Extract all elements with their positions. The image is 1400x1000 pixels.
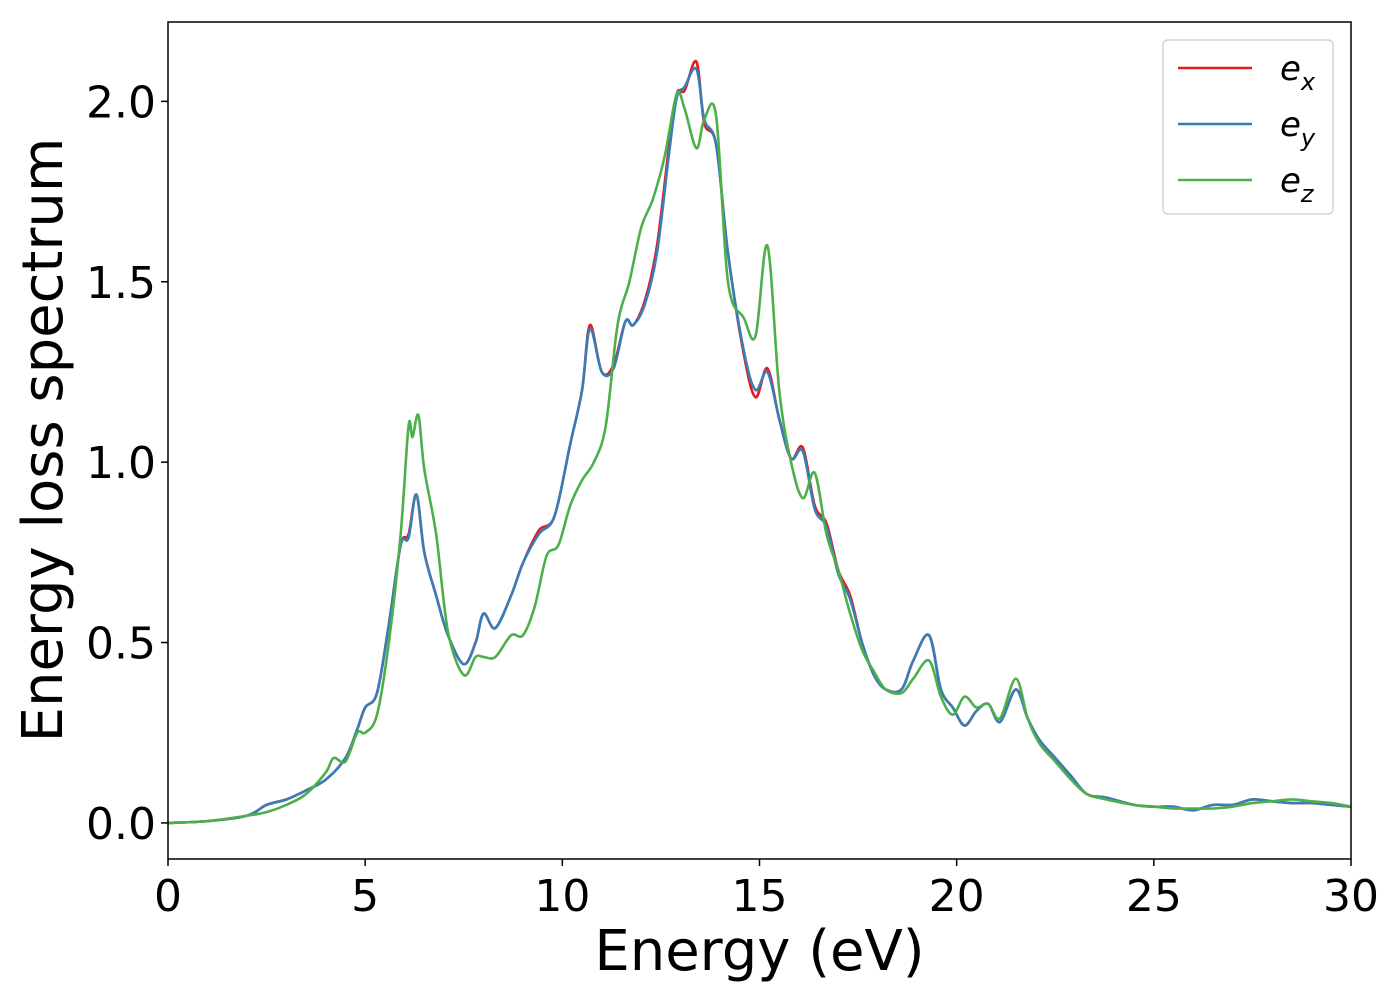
legend-label-x: ex	[1280, 49, 1316, 96]
y-tick-label: 1.5	[86, 258, 156, 309]
y-axis-label: Energy loss spectrum	[11, 138, 76, 743]
legend-label-subscript: y	[1300, 124, 1316, 152]
y-tick-label: 2.0	[86, 77, 156, 128]
legend-label-subscript: z	[1300, 180, 1315, 208]
y-tick-label: 0.5	[86, 619, 156, 670]
legend-label-subscript: x	[1300, 68, 1316, 96]
legend-label-base: e	[1280, 161, 1301, 201]
x-tick-label: 0	[154, 871, 182, 922]
series-line-z	[168, 90, 1351, 825]
x-tick-label: 20	[929, 871, 985, 922]
y-tick-label: 0.0	[86, 799, 156, 850]
legend-frame	[1162, 39, 1334, 215]
x-tick-label: 25	[1126, 871, 1182, 922]
x-axis-ticks: 0 5 10 15 20 25 30	[154, 859, 1379, 922]
y-tick-label: 1.0	[86, 438, 156, 489]
legend-label-base: e	[1280, 49, 1301, 89]
x-tick-label: 15	[732, 871, 788, 922]
x-tick-label: 30	[1323, 871, 1379, 922]
series-line-y	[168, 66, 1351, 825]
y-axis-ticks: 0.0 0.5 1.0 1.5 2.0	[86, 77, 168, 850]
legend-label-base: e	[1280, 105, 1301, 145]
legend-label-z: ez	[1280, 161, 1315, 208]
x-tick-label: 5	[351, 871, 379, 922]
x-tick-label: 10	[534, 871, 590, 922]
legend-label-y: ey	[1280, 105, 1316, 152]
series-layer	[168, 59, 1351, 825]
x-axis-label: Energy (eV)	[594, 919, 924, 984]
